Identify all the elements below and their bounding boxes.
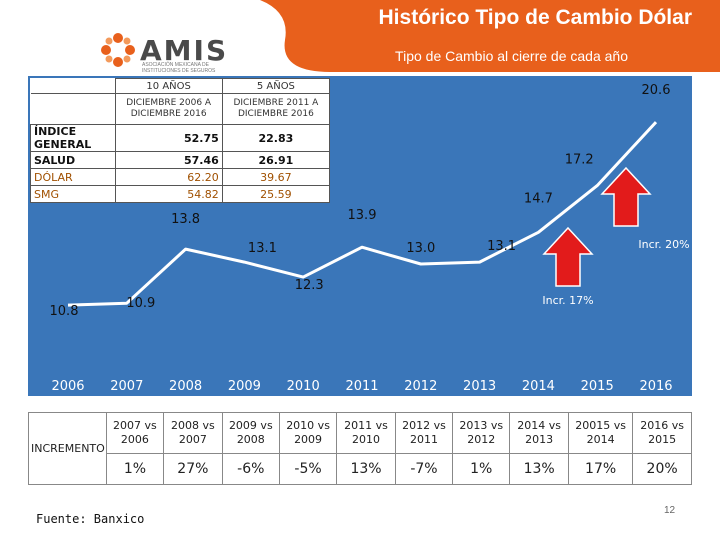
data-label: 13.1: [487, 239, 516, 254]
exchange-rate-line-chart: 10.8 2006 10.9 2007 13.8 2008 13.1 2009 12.3 2010…: [50, 83, 690, 394]
summary-row-value-5: 39.67: [221, 168, 331, 186]
summary-range-10: DICIEMBRE 2006 A DICIEMBRE 2016: [114, 93, 223, 125]
comparison-cell: 2007 vs 2006: [105, 412, 165, 454]
percentage-cell: -7%: [394, 453, 454, 485]
data-label: 13.1: [248, 241, 277, 256]
increase-annotation: Incr. 20%: [638, 238, 689, 251]
increase-annotation: Incr. 17%: [542, 294, 593, 307]
page-number: 12: [664, 505, 676, 516]
summary-row-value-10: 52.75: [114, 124, 223, 152]
summary-row-label: DÓLAR: [30, 168, 116, 186]
x-tick-label: 2009: [228, 379, 261, 394]
data-label: 14.7: [524, 191, 553, 206]
logo-text: AMIS: [140, 34, 229, 67]
comparison-cell: 2014 vs 2013: [509, 412, 569, 454]
page-title: Histórico Tipo de Cambio Dólar: [378, 6, 692, 29]
x-tick-label: 2006: [51, 379, 84, 394]
data-label: 20.6: [642, 83, 671, 98]
increment-table: INCREMENTO 2007 vs 2006 2008 vs 2007 200…: [28, 412, 692, 485]
summary-row-value-10: 62.20: [114, 168, 223, 186]
percentage-cell: 17%: [567, 453, 634, 485]
comparison-cell: 20015 vs 2014: [567, 412, 634, 454]
x-tick-label: 2012: [404, 379, 437, 394]
page-subtitle: Tipo de Cambio al cierre de cada año: [395, 48, 628, 64]
percentage-cell: -5%: [278, 453, 338, 485]
logo-subtext: ASOCIACIÓN MEXICANA DE INSTITUCIONES DE …: [142, 62, 216, 74]
summary-row-label: SMG: [30, 185, 116, 203]
comparison-cell: 2016 vs 2015: [632, 412, 692, 454]
comparison-cell: 2011 vs 2010: [336, 412, 396, 454]
x-tick-label: 2016: [639, 379, 672, 394]
x-tick-label: 2014: [522, 379, 555, 394]
increase-arrow-icon: [542, 226, 594, 287]
summary-range-5: DICIEMBRE 2011 A DICIEMBRE 2016: [221, 93, 331, 125]
percentage-cell: 1%: [105, 453, 165, 485]
summary-table: 10 AÑOS 5 AÑOS DICIEMBRE 2006 A DICIEMBR…: [30, 78, 331, 203]
summary-empty-cell: [30, 93, 116, 125]
data-label: 10.8: [50, 304, 79, 319]
percentage-cell: 1%: [452, 453, 511, 485]
data-label: 13.8: [171, 212, 200, 227]
data-label: 10.9: [126, 296, 155, 311]
data-label: 17.2: [565, 153, 594, 168]
increase-arrow-icon: [600, 166, 652, 227]
amis-logo-icon: [101, 33, 135, 67]
comparison-cell: 2008 vs 2007: [163, 412, 223, 454]
summary-empty-cell: [30, 78, 116, 94]
summary-header-5: 5 AÑOS: [221, 78, 331, 94]
comparison-cell: 2013 vs 2012: [452, 412, 511, 454]
percentage-cell: 27%: [163, 453, 223, 485]
x-tick-label: 2013: [463, 379, 496, 394]
summary-row-label: ÍNDICE GENERAL: [30, 124, 116, 152]
header-banner: [260, 0, 720, 72]
source-note: Fuente: Banxico: [36, 512, 145, 526]
comparison-cell: 2010 vs 2009: [278, 412, 338, 454]
data-label: 13.0: [406, 241, 435, 256]
increment-row-label: INCREMENTO: [28, 412, 107, 485]
x-tick-label: 2011: [345, 379, 378, 394]
x-tick-label: 2007: [110, 379, 143, 394]
summary-row-value-10: 57.46: [114, 151, 223, 169]
percentage-cell: 13%: [336, 453, 396, 485]
data-label: 12.3: [295, 278, 324, 293]
percentage-cell: -6%: [221, 453, 280, 485]
summary-row-label: SALUD: [30, 151, 116, 169]
comparison-cell: 2009 vs 2008: [221, 412, 280, 454]
summary-row-value-5: 25.59: [221, 185, 331, 203]
x-tick-label: 2015: [581, 379, 614, 394]
percentage-cell: 13%: [509, 453, 569, 485]
data-label: 13.9: [348, 208, 377, 223]
percentage-cell: 20%: [632, 453, 692, 485]
comparison-cell: 2012 vs 2011: [394, 412, 454, 454]
summary-header-10: 10 AÑOS: [114, 78, 223, 94]
summary-row-value-10: 54.82: [114, 185, 223, 203]
x-tick-label: 2010: [287, 379, 320, 394]
x-tick-label: 2008: [169, 379, 202, 394]
summary-row-value-5: 26.91: [221, 151, 331, 169]
summary-row-value-5: 22.83: [221, 124, 331, 152]
